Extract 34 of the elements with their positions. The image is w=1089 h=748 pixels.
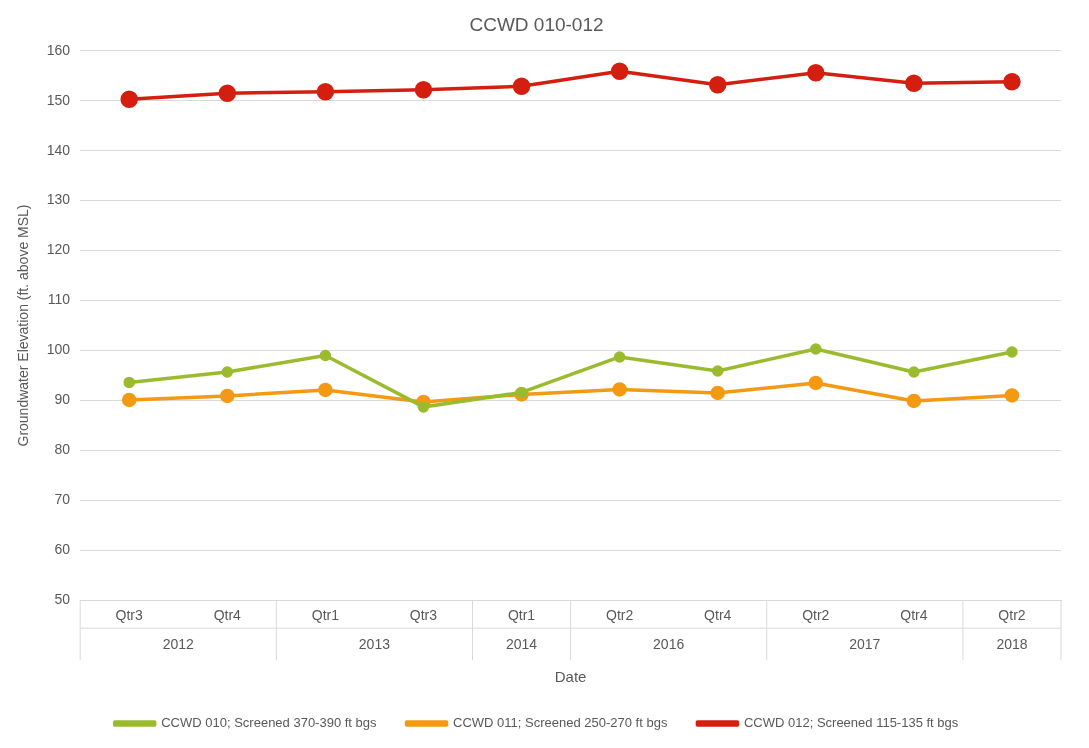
- x-tick-label: Qtr4: [213, 607, 242, 624]
- y-tick-label: 70: [54, 491, 71, 508]
- x-tick-label: Qtr1: [311, 607, 340, 624]
- x-tick-label: Qtr2: [606, 607, 634, 624]
- y-axis-title: Groundwater Elevation (ft. above MSL): [15, 204, 32, 447]
- y-tick-label: 50: [54, 591, 71, 608]
- y-tick-label: 100: [46, 341, 71, 358]
- x-tick-label: Qtr3: [409, 607, 438, 624]
- x-tick-label: Qtr1: [507, 607, 536, 624]
- x-tick-label: Qtr2: [998, 607, 1026, 624]
- text: 2016: [653, 636, 685, 653]
- x-tick-label: Qtr4: [704, 607, 732, 624]
- text: 2012: [162, 636, 195, 653]
- x-tick-label: Qtr2: [802, 607, 830, 624]
- legend-label: CCWD 011; Screened 250-270 ft bgs: [453, 715, 668, 731]
- text: 2017: [849, 636, 881, 653]
- x-tick-label: Qtr3: [115, 607, 144, 624]
- y-tick-label: 130: [46, 191, 71, 208]
- text: 2018: [996, 636, 1028, 653]
- legend-label: CCWD 010; Screened 370-390 ft bgs: [161, 715, 378, 731]
- x-axis-title: Date: [554, 668, 587, 686]
- legend-label: CCWD 012; Screened 115-135 ft bgs: [743, 715, 959, 731]
- y-tick-label: 120: [46, 241, 71, 258]
- y-tick-label: 160: [46, 41, 71, 58]
- text: 2013: [358, 636, 391, 653]
- y-tick-label: 140: [46, 141, 71, 158]
- y-tick-label: 90: [54, 391, 71, 408]
- y-tick-label: 150: [46, 91, 71, 108]
- text: 2014: [505, 636, 538, 653]
- y-tick-label: 60: [54, 541, 71, 558]
- y-tick-label: 80: [54, 441, 71, 458]
- chart-title: CCWD 010-012: [469, 13, 604, 35]
- x-tick-label: Qtr4: [900, 607, 928, 624]
- y-tick-label: 110: [47, 291, 71, 308]
